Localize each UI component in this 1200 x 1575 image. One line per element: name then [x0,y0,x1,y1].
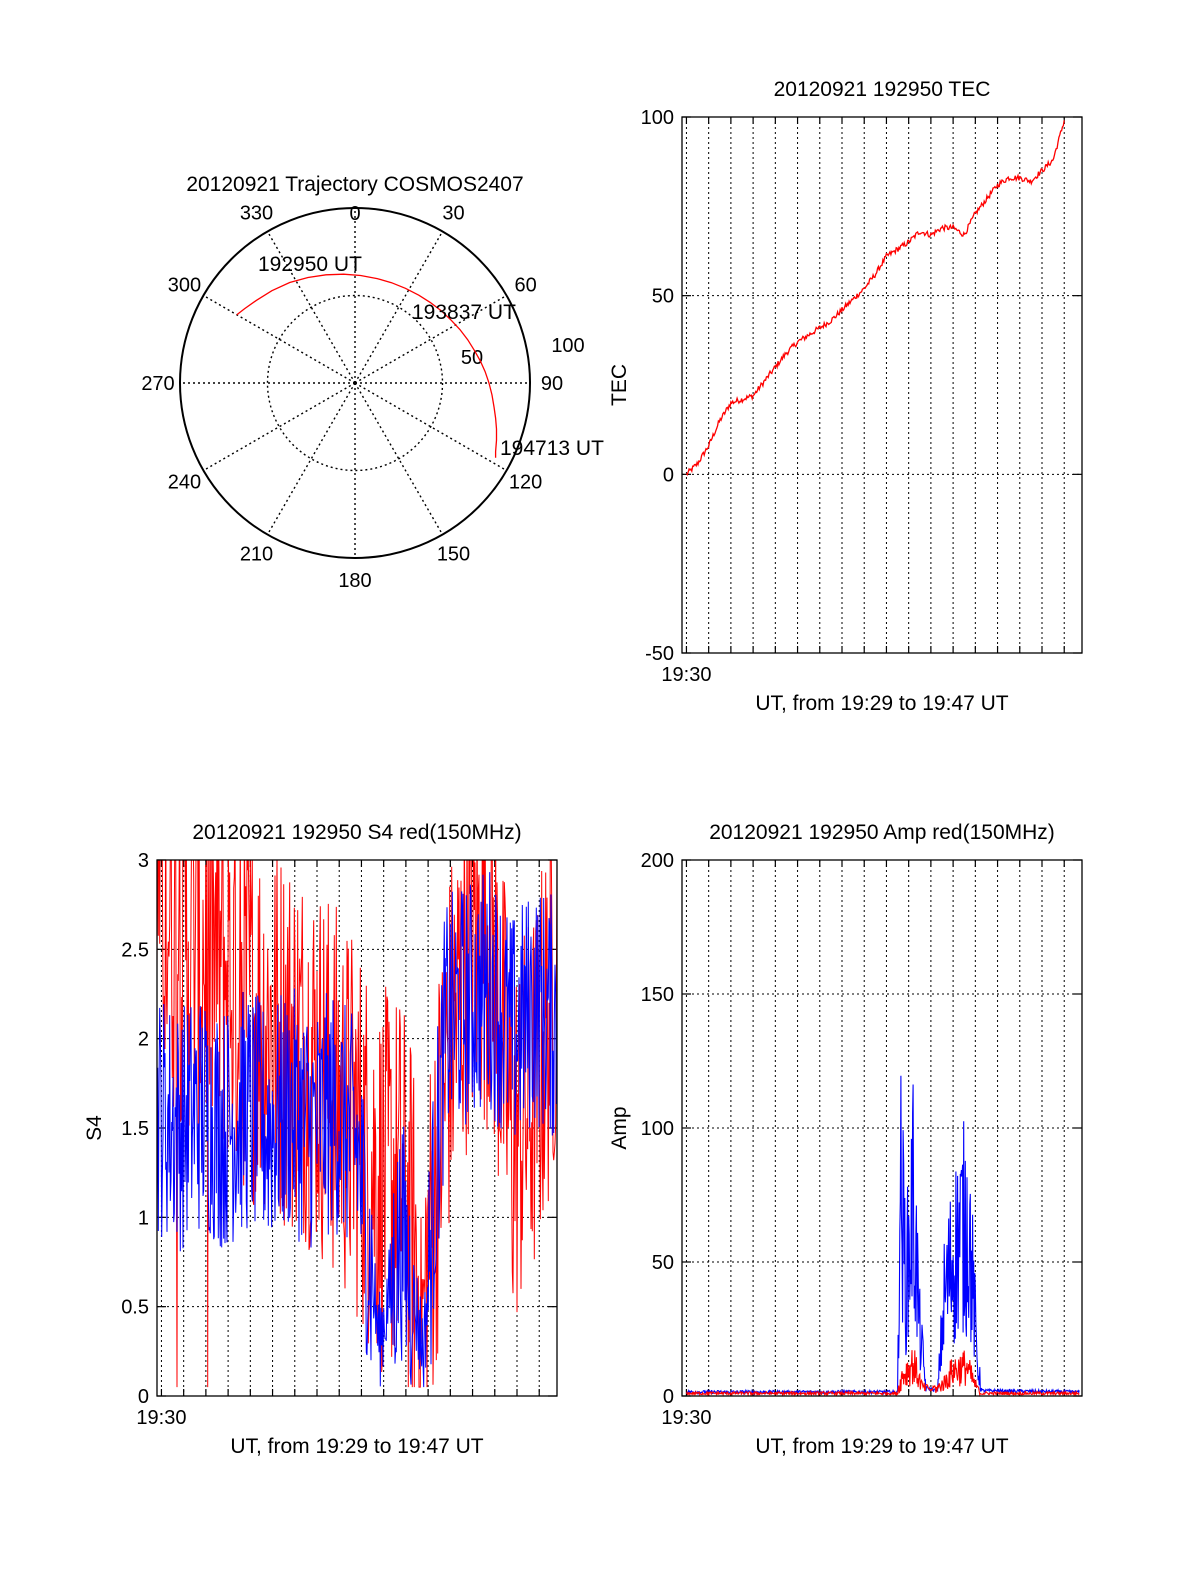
polar-spoke [354,294,507,384]
trajectory-time-label: 192950 UT [258,253,362,276]
polar-spoke [266,231,356,384]
amp-series-red [685,1350,1080,1398]
radial-label-100: 100 [551,335,584,357]
polar-spoke [354,231,444,384]
polar-spoke [354,382,444,535]
y-tick-label: 0 [138,1386,149,1408]
azimuth-label: 270 [141,373,174,395]
y-tick-label: 1.5 [121,1118,149,1140]
azimuth-label: 330 [240,202,273,224]
amp-title: 20120921 192950 Amp red(150MHz) [709,821,1055,844]
polar-title: 20120921 Trajectory COSMOS2407 [186,173,523,196]
polar-spoke [354,382,507,472]
x-axis-label: UT, from 19:29 to 19:47 UT [230,1435,483,1458]
y-tick-label: 200 [641,850,674,872]
y-tick-label: -50 [645,643,674,665]
y-tick-label: 100 [641,107,674,129]
azimuth-label: 0 [349,203,360,225]
azimuth-label: 240 [168,472,201,494]
s4-title: 20120921 192950 S4 red(150MHz) [192,821,521,844]
y-tick-label: 50 [652,286,674,308]
polar-spoke [266,382,356,535]
x-axis-label: UT, from 19:29 to 19:47 UT [755,1435,1008,1458]
y-tick-label: 0.5 [121,1297,149,1319]
y-tick-label: 0 [663,464,674,486]
trajectory-time-label: 193837 UT [412,301,516,324]
polar-trajectory-panel: 20120921 Trajectory COSMOS2407 0 30 60 90 120… [141,173,604,592]
plot-frame [156,859,558,1397]
y-tick-label: 100 [641,1118,674,1140]
x-axis-label: UT, from 19:29 to 19:47 UT [755,692,1008,715]
y-axis-label: TEC [608,364,631,406]
y-axis-label: Amp [608,1106,631,1149]
y-axis-label: S4 [83,1115,106,1141]
polar-spoke [203,382,356,472]
y-tick-label: 2.5 [121,939,149,961]
y-tick-label: 1 [138,1207,149,1229]
azimuth-label: 180 [338,570,371,592]
polar-trajectory-line [236,273,498,458]
y-tick-label: 50 [652,1252,674,1274]
plot-frame [681,116,1083,654]
s4-series-group [157,860,557,1388]
tec-title: 20120921 192950 TEC [774,78,991,101]
azimuth-label: 120 [509,472,542,494]
polar-spoke [203,294,356,384]
plot-frame [681,859,1083,1397]
azimuth-label: 300 [168,275,201,297]
y-tick-label: 3 [138,850,149,872]
azimuth-label: 30 [442,202,464,224]
s4-series-blue [157,872,557,1388]
amp-series-blue [685,1075,1080,1396]
azimuth-label: 60 [514,275,536,297]
azimuth-label: 210 [240,544,273,566]
y-tick-label: 0 [663,1386,674,1408]
azimuth-label: 90 [541,373,563,395]
trajectory-time-label: 194713 UT [500,437,604,460]
x-tick-label: 19:30 [661,664,711,686]
polar-outer-circle [179,207,531,559]
tec-series-line [685,120,1065,476]
x-tick-label: 19:30 [661,1407,711,1429]
x-tick-label: 19:30 [136,1407,186,1429]
tec-panel: 20120921 192950 TEC -50 0 50 100 19:30 UT, fro… [608,78,1083,715]
y-tick-label: 2 [138,1029,149,1051]
polar-ring-50 [266,294,444,472]
radial-label-50: 50 [461,347,483,369]
azimuth-label: 150 [437,544,470,566]
s4-panel: 20120921 192950 S4 red(150MHz) 0 0.5 1 1.5 2 2… [83,821,558,1458]
amp-panel: 20120921 192950 Amp red(150MHz) 0 50 100 150… [608,821,1083,1458]
y-tick-label: 150 [641,984,674,1006]
